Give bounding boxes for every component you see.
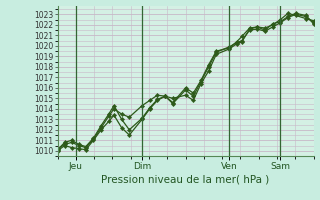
X-axis label: Pression niveau de la mer( hPa ): Pression niveau de la mer( hPa ): [101, 175, 270, 185]
